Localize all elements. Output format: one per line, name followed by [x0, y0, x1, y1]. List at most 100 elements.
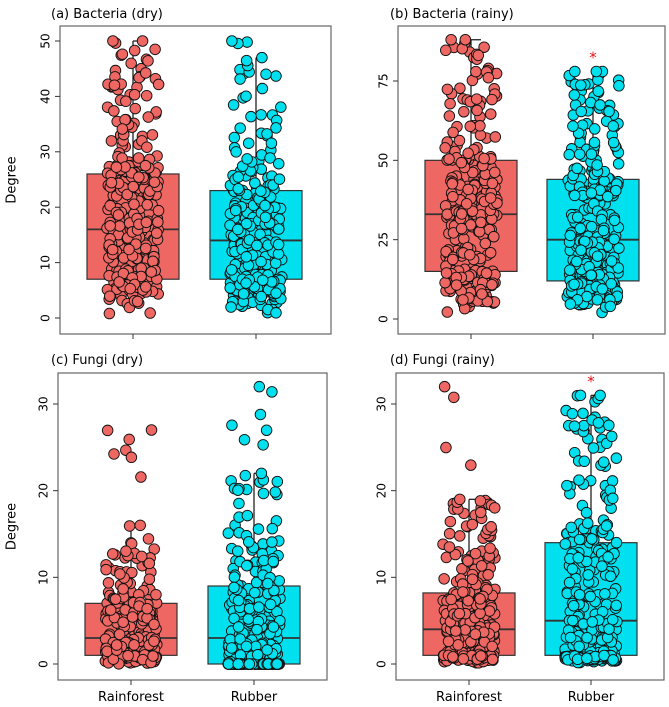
data-point	[440, 267, 453, 279]
data-point	[255, 467, 268, 480]
data-point	[232, 171, 245, 183]
data-point	[601, 190, 614, 203]
y-tick-label: 20	[375, 483, 389, 498]
data-point	[613, 242, 625, 254]
data-point	[105, 135, 118, 147]
y-tick-label: 0	[39, 314, 53, 322]
data-point	[120, 95, 132, 108]
data-point	[484, 192, 497, 204]
data-point	[104, 220, 116, 232]
data-point	[573, 533, 586, 546]
data-point	[245, 110, 257, 123]
data-point	[227, 99, 240, 111]
y-tick-label: 50	[377, 153, 391, 168]
data-point	[232, 621, 245, 633]
data-point	[559, 538, 572, 550]
data-point	[232, 658, 244, 670]
data-point	[575, 105, 587, 118]
data-point	[459, 33, 472, 46]
data-point	[445, 593, 457, 606]
data-point	[108, 448, 120, 460]
data-point	[480, 267, 493, 280]
data-point	[578, 455, 591, 468]
data-point	[234, 122, 246, 134]
data-point	[449, 625, 462, 637]
series-rubber: *	[544, 372, 638, 669]
data-point	[454, 82, 466, 95]
data-point	[450, 279, 463, 291]
data-point	[464, 120, 476, 133]
panel-title: (d) Fungi (rainy)	[390, 353, 495, 368]
series-rubber	[207, 380, 301, 670]
panel-title: (a) Bacteria (dry)	[51, 7, 163, 22]
data-point	[573, 474, 585, 486]
data-point	[460, 198, 473, 210]
data-point	[566, 614, 579, 627]
data-point	[225, 301, 237, 313]
data-point	[242, 536, 255, 548]
data-point	[462, 147, 474, 160]
data-point	[145, 266, 158, 278]
data-point	[486, 278, 498, 291]
data-point	[257, 439, 269, 451]
data-point	[448, 391, 460, 404]
data-point	[140, 281, 152, 293]
data-point	[486, 640, 498, 653]
data-point	[444, 97, 456, 110]
data-point	[594, 99, 606, 111]
data-point	[588, 136, 601, 149]
data-point	[272, 157, 285, 170]
data-point	[141, 602, 153, 615]
data-point	[240, 90, 252, 102]
data-point	[469, 547, 482, 560]
data-point	[592, 85, 605, 97]
panel-c: (c) Fungi (dry) 0 10 20 30 Degree Rainforest Ru…	[5, 353, 328, 705]
data-point	[564, 631, 577, 644]
data-point	[259, 211, 272, 224]
data-point	[577, 407, 589, 420]
data-point	[596, 560, 608, 572]
data-point	[140, 242, 152, 255]
data-point	[584, 590, 597, 603]
data-point	[120, 545, 132, 557]
data-point	[267, 621, 280, 633]
data-point	[462, 183, 474, 196]
data-point	[594, 389, 606, 402]
data-point	[472, 49, 485, 62]
data-point	[440, 44, 452, 57]
data-point	[443, 541, 456, 553]
data-point	[457, 653, 470, 665]
data-point	[226, 35, 238, 47]
y-tick-label: 0	[37, 660, 51, 668]
data-point	[581, 290, 593, 303]
data-point	[483, 605, 496, 617]
data-point	[591, 294, 604, 306]
data-point	[126, 611, 139, 623]
data-point	[561, 479, 573, 492]
data-point	[484, 108, 497, 120]
data-point	[117, 616, 129, 628]
data-point	[485, 521, 497, 533]
data-point	[103, 307, 116, 320]
data-point	[563, 148, 575, 161]
data-point	[234, 73, 246, 85]
data-point	[465, 459, 477, 471]
data-point	[568, 89, 581, 101]
data-point	[586, 616, 599, 628]
y-tick-label: 0	[375, 660, 389, 668]
data-point	[486, 653, 499, 666]
data-point	[234, 633, 246, 645]
data-point	[590, 65, 603, 78]
data-point	[607, 654, 619, 666]
data-point	[251, 239, 263, 252]
data-point	[253, 380, 266, 393]
data-point	[474, 593, 486, 605]
data-point	[256, 51, 268, 64]
data-point	[134, 519, 146, 532]
data-point	[271, 475, 284, 488]
data-point	[135, 550, 148, 563]
data-point	[608, 214, 621, 227]
data-point	[484, 542, 496, 554]
data-point	[606, 475, 619, 487]
data-point	[475, 216, 487, 229]
